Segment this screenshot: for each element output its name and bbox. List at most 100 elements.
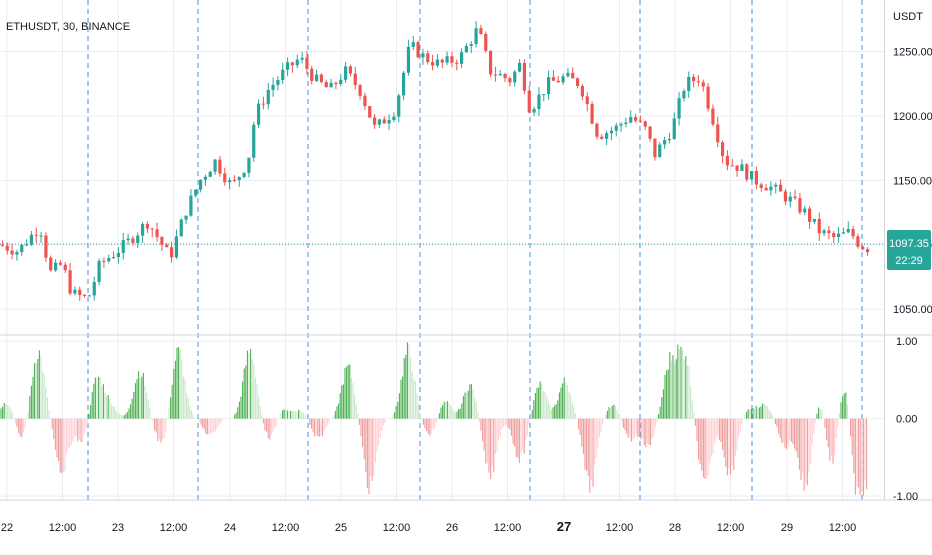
time-tick-label: 12:00	[49, 522, 77, 534]
candle-body	[421, 53, 425, 58]
candle-body	[638, 120, 643, 122]
candle-body	[788, 196, 792, 202]
time-tick-label: 22	[1, 522, 13, 534]
oscillator-histogram	[0, 342, 868, 496]
candle-body	[271, 84, 275, 90]
time-tick-label: 28	[669, 522, 681, 534]
candle-body	[793, 196, 797, 199]
candle-body	[527, 90, 531, 113]
candle-body	[300, 57, 304, 60]
candle-body	[121, 240, 125, 253]
time-tick-label: 12:00	[606, 522, 634, 534]
candle-body	[677, 98, 681, 119]
candle-body	[392, 116, 396, 121]
candle-body	[334, 82, 338, 84]
candle-body	[242, 172, 246, 177]
candle-body	[575, 78, 580, 86]
candle-body	[604, 133, 609, 139]
candle-body	[0, 244, 5, 246]
candle-body	[754, 171, 759, 185]
candle-body	[827, 230, 831, 234]
candle-body	[822, 230, 826, 234]
candle-body	[82, 294, 87, 296]
candle-body	[184, 215, 188, 220]
candle-body	[194, 189, 198, 196]
candle-body	[189, 195, 193, 216]
candle-body	[29, 234, 34, 245]
candle-body	[68, 270, 72, 294]
time-tick-label: 24	[224, 522, 236, 534]
candle-body	[198, 179, 203, 190]
candle-body	[749, 171, 754, 180]
candle-body	[624, 122, 628, 125]
candle-body	[807, 208, 812, 222]
time-tick-label: 29	[781, 522, 793, 534]
candle-body	[595, 123, 599, 137]
candle-body	[759, 184, 763, 188]
time-axis[interactable]: 22 12:00 23 12:00 24 12:00 25 12:00 26 12:00 27 12:…	[1, 519, 856, 534]
time-tick-label: 27	[557, 519, 571, 534]
candle-body	[372, 117, 377, 125]
candle-body	[735, 165, 739, 171]
candle-body	[648, 126, 652, 139]
candle-body	[817, 218, 821, 234]
candle-body	[556, 80, 560, 83]
candle-body	[295, 59, 299, 66]
candle-body	[551, 77, 556, 81]
candle-body	[256, 103, 261, 125]
candle-body	[711, 108, 715, 125]
candle-body	[566, 72, 570, 77]
candle-body	[213, 159, 217, 172]
candle-body	[44, 235, 48, 258]
candle-body	[580, 85, 585, 97]
candle-body	[358, 85, 362, 96]
candle-body	[208, 171, 212, 177]
candle-body	[716, 124, 720, 143]
price-tick-label: 1150.00	[893, 175, 932, 187]
candle-body	[324, 82, 328, 88]
time-tick-label: 23	[112, 522, 124, 534]
candle-body	[861, 246, 865, 250]
candle-body	[701, 82, 705, 87]
candle-body	[377, 119, 382, 125]
candle-body	[643, 121, 647, 127]
countdown-timer: 22:29	[895, 255, 923, 267]
candle-body	[218, 159, 222, 174]
candle-body	[281, 69, 285, 81]
candle-body	[856, 236, 860, 247]
candle-body	[73, 289, 77, 294]
candle-body	[237, 176, 241, 181]
candle-body	[725, 155, 730, 166]
candle-body	[851, 228, 855, 237]
candle-body	[653, 138, 657, 158]
candle-body	[411, 42, 415, 47]
candle-body	[542, 94, 546, 96]
candle-body	[261, 103, 266, 105]
candle-body	[53, 262, 58, 271]
candle-body	[484, 33, 488, 51]
candle-body	[720, 142, 725, 156]
candle-body	[97, 260, 101, 282]
candle-body	[223, 173, 227, 183]
price-tick-label: 1200.00	[893, 111, 932, 123]
candle-body	[764, 187, 768, 191]
time-tick-label: 12:00	[272, 522, 300, 534]
candle-body	[571, 72, 575, 79]
oscillator-axis[interactable]: 1.00 0.00 -1.00	[893, 336, 918, 503]
candle-body	[126, 238, 130, 241]
candle-body	[745, 164, 749, 180]
candle-body	[155, 229, 159, 238]
time-tick-label: 12:00	[717, 522, 745, 534]
candle-body	[416, 42, 420, 58]
candle-body	[39, 235, 43, 237]
symbol-label: ETHUSDT, 30, BINANCE	[6, 21, 130, 33]
candle-body	[706, 86, 710, 109]
candle-body	[165, 244, 169, 248]
candle-body	[58, 262, 63, 265]
candlestick-series	[0, 21, 870, 301]
candle-body	[174, 236, 179, 258]
candle-body	[774, 184, 778, 187]
candle-body	[266, 89, 270, 105]
